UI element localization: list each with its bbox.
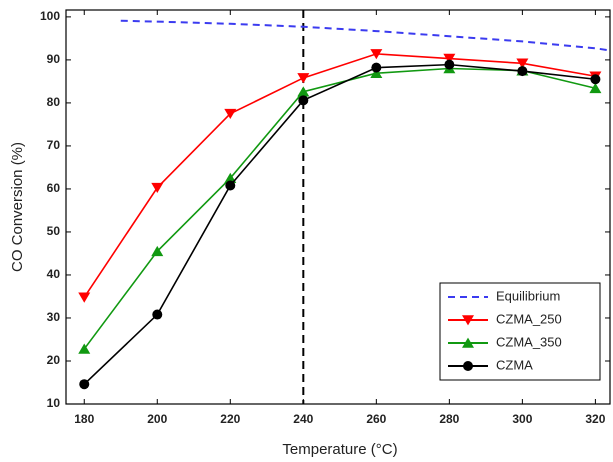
x-tick-label: 300 <box>512 412 532 426</box>
marker <box>443 53 456 65</box>
marker <box>224 172 237 183</box>
y-tick-label: 60 <box>47 181 61 195</box>
x-tick-label: 240 <box>293 412 313 426</box>
series-line <box>120 19 611 52</box>
x-axis-label: Temperature (°C) <box>282 441 397 458</box>
marker <box>78 343 91 354</box>
series-line <box>83 53 596 298</box>
y-axis-label: CO Conversion (%) <box>9 142 26 272</box>
y-tick-label: 40 <box>47 267 61 281</box>
marker <box>463 361 473 371</box>
marker <box>444 59 455 70</box>
marker <box>371 62 382 73</box>
series-line <box>83 63 596 385</box>
marker <box>516 58 529 69</box>
legend-label: CZMA <box>496 357 533 372</box>
marker <box>590 74 601 85</box>
x-tick-label: 320 <box>585 412 605 426</box>
legend-label: CZMA_250 <box>496 311 562 326</box>
y-tick-label: 50 <box>47 224 61 238</box>
y-tick-label: 90 <box>47 52 61 66</box>
y-tick-label: 10 <box>47 396 61 410</box>
legend-label: Equilibrium <box>496 288 560 303</box>
y-tick-label: 20 <box>47 353 61 367</box>
marker <box>589 82 602 94</box>
marker <box>151 182 164 194</box>
marker <box>370 49 383 60</box>
marker <box>370 67 383 79</box>
marker <box>152 309 163 320</box>
marker <box>78 292 91 303</box>
x-tick-label: 280 <box>439 412 459 426</box>
marker <box>297 86 310 97</box>
marker <box>225 180 236 191</box>
x-tick-label: 200 <box>147 412 167 426</box>
marker <box>462 315 474 326</box>
x-tick-label: 220 <box>220 412 240 426</box>
y-tick-label: 30 <box>47 310 61 324</box>
marker <box>462 337 474 348</box>
marker <box>517 66 528 77</box>
y-tick-label: 70 <box>47 138 61 152</box>
marker <box>151 245 164 257</box>
y-tick-label: 100 <box>40 9 60 23</box>
x-tick-label: 180 <box>74 412 94 426</box>
marker <box>79 379 90 390</box>
x-tick-label: 260 <box>366 412 386 426</box>
marker <box>298 95 309 106</box>
y-tick-label: 80 <box>47 95 61 109</box>
plot-frame <box>65 9 611 405</box>
marker <box>224 108 237 120</box>
marker <box>297 73 310 84</box>
legend-label: CZMA_350 <box>496 334 562 349</box>
